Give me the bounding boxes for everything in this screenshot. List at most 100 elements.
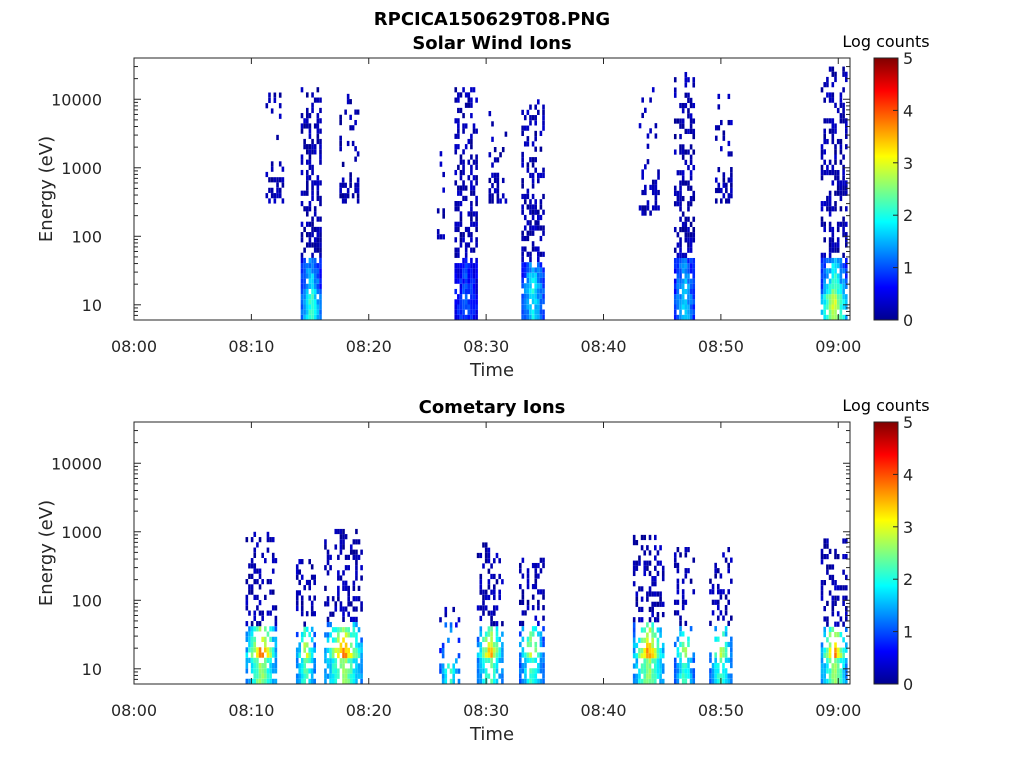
heatmap-cell <box>640 596 644 602</box>
heatmap-cell <box>831 309 835 315</box>
heatmap-cell <box>632 540 636 546</box>
heatmap-cell <box>839 283 843 289</box>
heatmap-cell <box>641 112 644 119</box>
heatmap-cell <box>831 278 835 284</box>
heatmap-cell <box>270 193 274 199</box>
heatmap-cell <box>344 668 348 674</box>
heatmap-cell <box>689 314 693 321</box>
heatmap-cell <box>501 621 504 627</box>
heatmap-cell <box>495 552 499 559</box>
heatmap-cell <box>462 87 465 93</box>
heatmap-cell <box>661 653 665 659</box>
heatmap-cell <box>305 92 309 98</box>
heatmap-cell <box>464 195 468 202</box>
heatmap-cell <box>264 668 267 674</box>
heatmap-cell <box>676 288 680 295</box>
heatmap-cell <box>488 198 492 204</box>
heatmap-cell <box>839 113 843 119</box>
heatmap-cell <box>529 657 532 663</box>
heatmap-cell <box>439 663 442 669</box>
heatmap-cell <box>487 558 491 564</box>
heatmap-cell <box>349 673 353 679</box>
heatmap-cell <box>331 678 335 685</box>
heatmap-cell <box>534 668 538 674</box>
heatmap-cell <box>436 229 440 235</box>
heatmap-cell <box>276 134 279 141</box>
heatmap-cell <box>476 605 480 611</box>
heatmap-cell <box>269 610 272 616</box>
heatmap-cell <box>256 663 259 669</box>
heatmap-cell <box>676 232 680 238</box>
heatmap-cell <box>342 647 345 654</box>
heatmap-cell <box>316 175 320 181</box>
heatmap-cell <box>845 647 848 653</box>
heatmap-cell <box>308 278 312 284</box>
heatmap-cell <box>649 128 652 134</box>
heatmap-cell <box>311 144 314 150</box>
heatmap-cell <box>542 589 545 595</box>
colorbar-tick-label: 3 <box>903 154 913 173</box>
heatmap-cell <box>709 678 712 684</box>
heatmap-cell <box>303 294 306 300</box>
heatmap-cell <box>341 177 345 183</box>
heatmap-cell <box>523 314 527 320</box>
heatmap-cell <box>826 299 829 305</box>
heatmap-cell <box>823 257 827 264</box>
heatmap-cell <box>831 626 835 633</box>
heatmap-cell <box>845 232 848 238</box>
heatmap-cell <box>253 657 257 663</box>
heatmap-cell <box>452 678 456 685</box>
heatmap-cell <box>820 87 824 93</box>
heatmap-cell <box>679 299 682 305</box>
heatmap-cell <box>845 626 848 633</box>
heatmap-cell <box>826 92 829 98</box>
heatmap-cell <box>828 678 832 685</box>
heatmap-cell <box>648 550 652 556</box>
heatmap-cell <box>526 584 530 590</box>
heatmap-cell <box>482 610 485 616</box>
heatmap-cell <box>518 568 522 574</box>
heatmap-cell <box>482 542 485 548</box>
heatmap-cell <box>298 642 302 648</box>
heatmap-cell <box>542 120 545 126</box>
heatmap-cell <box>687 113 690 119</box>
heatmap-cell <box>542 615 545 621</box>
heatmap-cell <box>303 123 306 129</box>
heatmap-cell <box>342 528 345 535</box>
heatmap-cell <box>300 600 304 606</box>
heatmap-cell <box>834 257 837 264</box>
heatmap-cell <box>256 579 259 585</box>
heatmap-cell <box>264 636 267 642</box>
heatmap-cell <box>828 221 832 227</box>
heatmap-cell <box>271 652 275 658</box>
heatmap-cell <box>826 658 829 664</box>
heatmap-cell <box>475 200 478 207</box>
heatmap-cell <box>351 125 355 131</box>
heatmap-cell <box>253 626 257 632</box>
heatmap-cell <box>313 642 316 648</box>
heatmap-cell <box>357 647 361 654</box>
heatmap-cell <box>536 288 540 294</box>
heatmap-cell <box>278 92 282 98</box>
heatmap-cell <box>638 560 641 566</box>
heatmap-cell <box>727 547 731 553</box>
heatmap-cell <box>529 267 532 273</box>
heatmap-cell <box>536 299 540 305</box>
heatmap-cell <box>493 172 497 178</box>
heatmap-cell <box>646 596 649 602</box>
heatmap-cell <box>496 157 500 163</box>
heatmap-cell <box>492 558 496 564</box>
heatmap-cell <box>482 563 485 569</box>
heatmap-cell <box>684 304 688 310</box>
x-tick-label: 09:00 <box>815 701 861 720</box>
heatmap-cell <box>308 579 311 586</box>
heatmap-cell <box>635 601 639 607</box>
heatmap-cell <box>681 294 685 300</box>
heatmap-cell <box>344 678 348 685</box>
heatmap-cell <box>719 573 723 579</box>
heatmap-cell <box>303 621 307 627</box>
heatmap-cell <box>355 565 358 571</box>
heatmap-cell <box>684 309 688 315</box>
heatmap-cell <box>654 195 658 201</box>
heatmap-cell <box>250 647 254 653</box>
